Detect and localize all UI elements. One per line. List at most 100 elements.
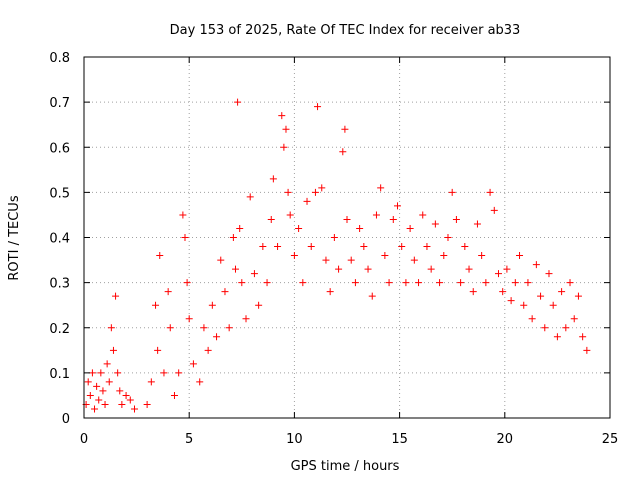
data-point bbox=[278, 112, 286, 120]
data-point bbox=[524, 279, 532, 287]
y-tick-label: 0.5 bbox=[49, 186, 70, 201]
data-point bbox=[311, 188, 319, 196]
data-point bbox=[282, 125, 290, 133]
x-tick-label: 0 bbox=[80, 432, 88, 447]
data-point bbox=[364, 265, 372, 273]
data-point bbox=[114, 369, 122, 377]
data-point bbox=[440, 252, 448, 260]
y-tick-label: 0.3 bbox=[49, 277, 70, 292]
data-point bbox=[326, 288, 334, 296]
data-point bbox=[566, 279, 574, 287]
x-tick-label: 10 bbox=[286, 432, 303, 447]
data-point bbox=[579, 333, 587, 341]
data-point bbox=[347, 256, 355, 264]
data-point bbox=[389, 215, 397, 223]
data-point bbox=[143, 400, 151, 408]
data-point bbox=[494, 270, 502, 278]
data-point bbox=[118, 400, 126, 408]
data-point bbox=[528, 315, 536, 323]
data-point bbox=[126, 396, 134, 404]
data-point bbox=[423, 243, 431, 251]
data-point bbox=[116, 387, 124, 395]
data-point bbox=[166, 324, 174, 332]
data-point bbox=[461, 243, 469, 251]
data-point bbox=[269, 175, 277, 183]
data-point bbox=[84, 378, 92, 386]
data-point bbox=[406, 224, 414, 232]
data-point bbox=[314, 103, 322, 111]
data-point bbox=[290, 252, 298, 260]
data-point bbox=[368, 292, 376, 300]
data-point bbox=[236, 224, 244, 232]
data-point bbox=[147, 378, 155, 386]
data-point bbox=[246, 193, 254, 201]
y-tick-label: 0.2 bbox=[49, 322, 70, 337]
data-point bbox=[299, 279, 307, 287]
data-point bbox=[341, 125, 349, 133]
data-point bbox=[259, 243, 267, 251]
y-tick-label: 0.1 bbox=[49, 367, 70, 382]
data-point bbox=[156, 252, 164, 260]
data-point bbox=[444, 234, 452, 241]
x-axis-label: GPS time / hours bbox=[291, 459, 400, 474]
data-point bbox=[503, 265, 511, 273]
data-point bbox=[583, 346, 591, 354]
data-point bbox=[415, 279, 423, 287]
data-point bbox=[427, 265, 435, 273]
data-point bbox=[452, 215, 460, 223]
data-point bbox=[520, 301, 528, 309]
data-point bbox=[284, 188, 292, 196]
data-point bbox=[267, 215, 275, 223]
data-point bbox=[330, 234, 338, 241]
data-point bbox=[558, 288, 566, 296]
data-point bbox=[549, 301, 557, 309]
data-point bbox=[295, 224, 303, 232]
data-point bbox=[105, 378, 113, 386]
data-point bbox=[88, 369, 96, 377]
data-point bbox=[419, 211, 427, 219]
data-point bbox=[152, 301, 160, 309]
data-point bbox=[107, 324, 115, 332]
data-point bbox=[381, 252, 389, 260]
data-point bbox=[93, 382, 101, 390]
y-tick-label: 0.6 bbox=[49, 141, 70, 156]
data-point bbox=[351, 279, 359, 287]
data-point bbox=[377, 184, 385, 192]
data-point bbox=[234, 98, 242, 106]
y-tick-label: 0 bbox=[62, 412, 70, 427]
data-point bbox=[537, 292, 545, 300]
data-point bbox=[185, 315, 193, 323]
data-point bbox=[478, 252, 486, 260]
data-point bbox=[303, 197, 311, 205]
data-point bbox=[318, 184, 326, 192]
data-point bbox=[130, 405, 138, 413]
data-point bbox=[402, 279, 410, 287]
data-point bbox=[86, 391, 94, 399]
data-point bbox=[473, 220, 481, 228]
data-point bbox=[486, 188, 494, 196]
data-point bbox=[541, 324, 549, 332]
data-point bbox=[196, 378, 204, 386]
y-tick-label: 0.7 bbox=[49, 96, 70, 111]
data-point bbox=[242, 315, 250, 323]
data-point bbox=[91, 405, 99, 413]
data-point bbox=[112, 292, 120, 300]
data-point bbox=[175, 369, 183, 377]
data-point bbox=[511, 279, 519, 287]
data-point bbox=[122, 391, 130, 399]
data-point bbox=[204, 346, 212, 354]
x-tick-label: 25 bbox=[602, 432, 619, 447]
y-tick-label: 0.4 bbox=[49, 232, 70, 247]
data-point bbox=[339, 148, 347, 156]
data-point bbox=[465, 265, 473, 273]
data-point bbox=[229, 234, 237, 241]
data-point bbox=[238, 279, 246, 287]
data-point bbox=[307, 243, 315, 251]
data-point bbox=[99, 387, 107, 395]
data-point bbox=[385, 279, 393, 287]
data-point bbox=[109, 346, 117, 354]
data-point bbox=[250, 270, 258, 278]
data-point bbox=[322, 256, 330, 264]
grid-lines bbox=[84, 57, 610, 418]
